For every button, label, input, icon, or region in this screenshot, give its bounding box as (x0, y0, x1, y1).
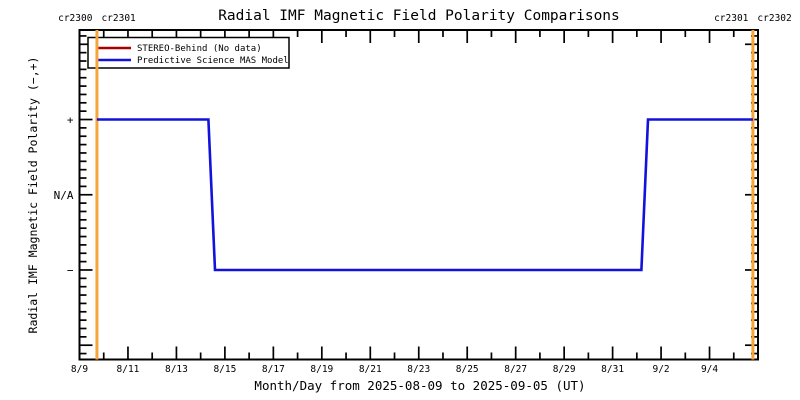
y-axis-ticks: + N/A − (54, 35, 758, 355)
series-line-mas-model (96, 118, 753, 272)
x-axis-tick-label: 8/23 (407, 364, 430, 375)
x-axis-tick-label: 8/29 (553, 364, 576, 375)
plot-frame (78, 29, 759, 361)
x-axis-tick-label: 8/15 (213, 364, 236, 375)
y-axis-label: Radial IMF Magnetic Field Polarity (−,+) (26, 57, 40, 334)
data-series (96, 118, 753, 272)
carrington-label-cr2301-left: cr2301 (101, 13, 136, 24)
x-axis-tick-label: 9/4 (701, 364, 718, 375)
x-axis-tick-label: 8/31 (601, 364, 624, 375)
x-axis-tick-label: 8/27 (504, 364, 527, 375)
y-axis-tick-label: N/A (54, 189, 74, 202)
legend-label-stereo-behind: STEREO-Behind (No data) (137, 44, 262, 54)
x-axis-tick-label: 8/19 (310, 364, 333, 375)
x-axis-tick-label: 8/11 (117, 364, 140, 375)
x-axis-tick-label: 8/13 (165, 364, 188, 375)
y-axis-tick-label: + (67, 114, 74, 127)
x-axis-tick-label: 8/9 (71, 364, 88, 375)
x-axis-label: Month/Day from 2025-08-09 to 2025-09-05 … (254, 378, 585, 393)
legend-box (87, 36, 290, 69)
x-axis-ticks: 8/9 8/11 8/13 8/15 8/17 8/19 8/21 8/23 8/25 8/27 8… (71, 30, 759, 375)
x-axis-tick-label: 8/21 (359, 364, 382, 375)
legend: STEREO-Behind (No data) Predictive Scien… (87, 36, 290, 69)
carrington-label-cr2300: cr2300 (58, 13, 93, 24)
carrington-boundaries (95, 30, 755, 360)
legend-label-mas-model: Predictive Science MAS Model (137, 56, 289, 66)
carrington-label-cr2301-right: cr2301 (714, 13, 749, 24)
x-axis-tick-label: 8/17 (262, 364, 285, 375)
x-axis-tick-label: 9/2 (652, 364, 669, 375)
x-axis-tick-label: 8/25 (456, 364, 479, 375)
chart-title: Radial IMF Magnetic Field Polarity Compa… (218, 8, 620, 24)
carrington-label-cr2302: cr2302 (757, 13, 791, 24)
y-axis-tick-label: − (67, 264, 74, 277)
